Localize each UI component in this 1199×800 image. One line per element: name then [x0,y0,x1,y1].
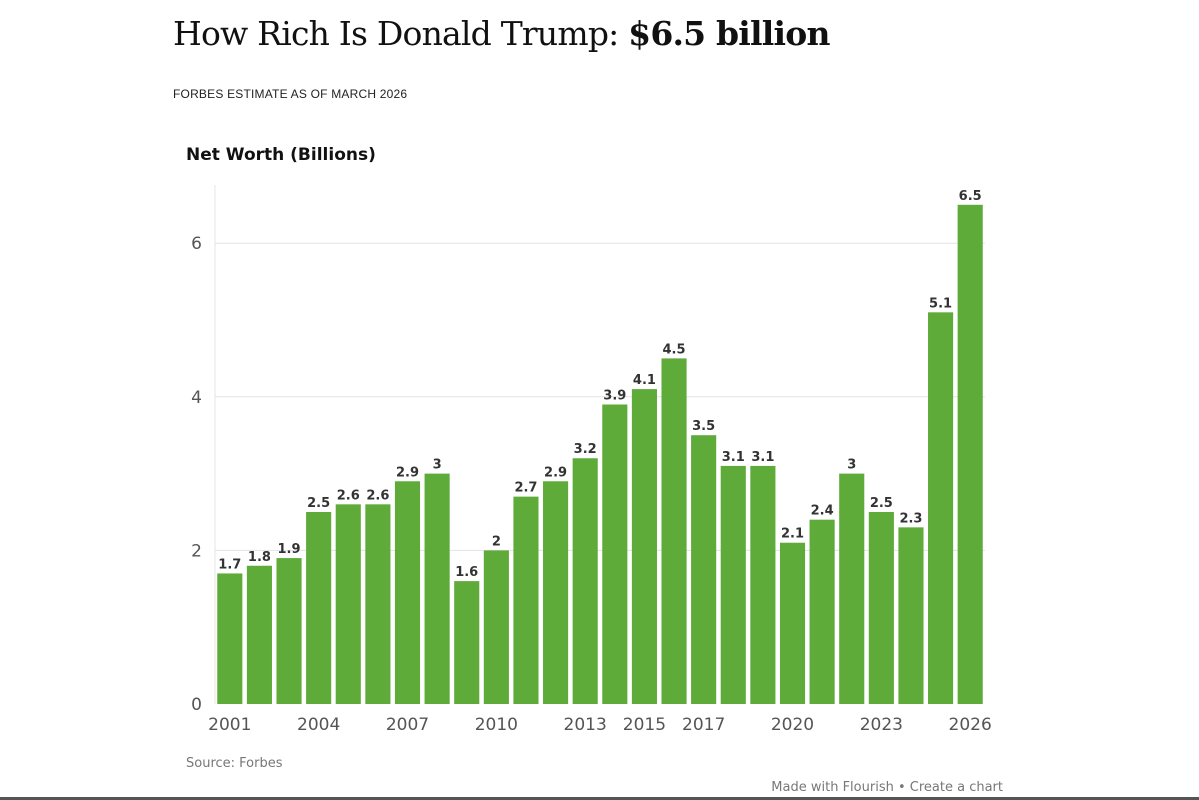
x-tick-label-2023: 2023 [860,715,903,735]
x-tick-label-2015: 2015 [623,715,666,735]
bar-2010 [483,550,509,704]
headline-net-worth-figure: $6.5 billion [628,14,830,53]
data-label-2024: 2.3 [899,511,922,526]
data-label-2023: 2.5 [870,496,893,511]
bar-2022 [839,473,865,704]
data-label-2008: 3 [433,458,442,473]
credit-separator: • [893,780,910,795]
bar-2013 [572,458,598,704]
data-label-2006: 2.6 [366,488,389,503]
y-tick-label: 2 [191,541,202,561]
x-tick-label-2010: 2010 [475,715,518,735]
data-label-2015: 4.1 [633,373,656,388]
x-tick-label-2013: 2013 [564,715,607,735]
data-label-2018: 3.1 [722,450,745,465]
data-label-2002: 1.8 [248,550,271,565]
data-label-2019: 3.1 [751,450,774,465]
bar-2007 [394,481,421,704]
data-label-2007: 2.9 [396,465,419,480]
bar-2019 [750,465,776,704]
y-tick-label: 6 [191,234,202,254]
data-label-2022: 3 [847,458,856,473]
x-tick-label-2004: 2004 [297,715,340,735]
create-a-chart-link[interactable]: Create a chart [909,780,1003,795]
bar-2021 [809,519,835,704]
bar-2024 [898,527,924,704]
source-note: Source: Forbes [186,756,283,771]
flourish-credit: Made with Flourish • Create a chart [771,780,1003,795]
data-label-2011: 2.7 [514,481,537,496]
data-label-2020: 2.1 [781,527,804,542]
data-label-2025: 5.1 [929,296,952,311]
data-label-2001: 1.7 [218,557,241,572]
bar-2002 [246,565,272,704]
data-label-2021: 2.4 [811,504,834,519]
bar-2008 [424,473,450,704]
x-tick-label-2007: 2007 [386,715,429,735]
bar-2016 [661,358,687,704]
data-label-2014: 3.9 [603,388,626,403]
bar-2012 [543,481,569,704]
bar-2014 [602,404,628,704]
bar-2018 [720,465,746,704]
bar-2005 [335,504,361,704]
data-label-2026: 6.5 [959,189,982,204]
y-tick-label: 4 [191,388,202,408]
x-tick-label-2017: 2017 [682,715,725,735]
bar-2011 [513,496,539,704]
data-label-2003: 1.9 [278,542,301,557]
bar-2023 [868,512,894,704]
estimate-subtitle: FORBES ESTIMATE AS OF MARCH 2026 [173,87,408,101]
bottom-rule [0,797,1199,800]
made-with-flourish-link[interactable]: Made with Flourish [771,780,894,795]
x-tick-label-2020: 2020 [771,715,814,735]
data-label-2005: 2.6 [337,488,360,503]
data-label-2009: 1.6 [455,565,478,580]
data-label-2017: 3.5 [692,419,715,434]
bar-2003 [276,558,302,704]
bar-2006 [365,504,391,704]
bar-2020 [779,542,806,704]
y-tick-label: 0 [191,695,202,715]
data-label-2010: 2 [492,534,501,549]
bar-2015 [631,389,657,704]
bar-2004 [306,512,332,704]
bar-2001 [217,573,243,704]
bar-2026 [957,204,983,705]
bar-2025 [928,312,954,704]
headline: How Rich Is Donald Trump: $6.5 billion [173,14,830,53]
data-label-2016: 4.5 [663,342,686,357]
chart-title: Net Worth (Billions) [186,145,376,165]
data-label-2012: 2.9 [544,465,567,480]
x-tick-label-2001: 2001 [208,715,251,735]
data-label-2013: 3.2 [574,442,597,457]
bar-2017 [691,435,717,704]
headline-prefix: How Rich Is Donald Trump: [173,14,629,53]
x-tick-label-2026: 2026 [949,715,992,735]
data-label-2004: 2.5 [307,496,330,511]
bar-2009 [454,581,480,704]
